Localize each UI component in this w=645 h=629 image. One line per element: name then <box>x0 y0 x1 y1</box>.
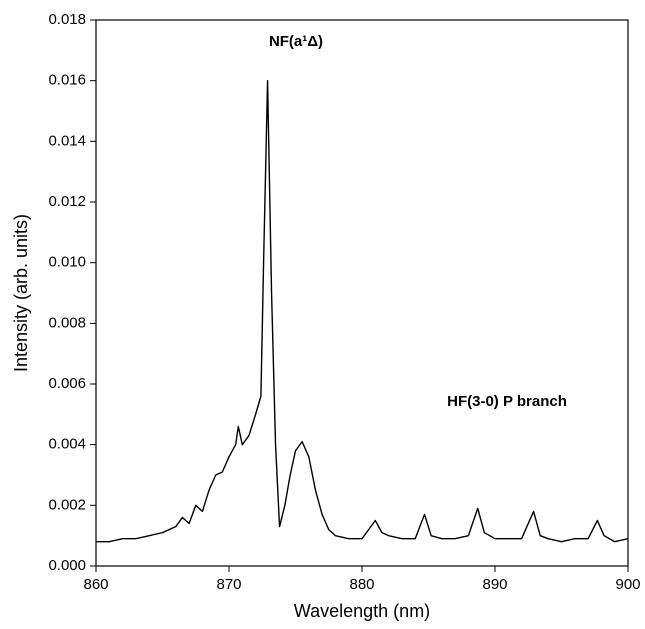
y-tick-label: 0.018 <box>48 11 86 28</box>
x-tick-label: 900 <box>615 576 640 593</box>
annotation: HF(3-0) P branch <box>447 393 567 410</box>
x-tick-label: 860 <box>83 576 108 593</box>
y-tick-label: 0.008 <box>48 314 86 331</box>
plot-frame <box>95 19 629 567</box>
y-tick-label: 0.004 <box>48 436 86 453</box>
x-tick-label: 890 <box>482 576 507 593</box>
x-axis-label: Wavelength (nm) <box>294 601 430 621</box>
y-tick-label: 0.016 <box>48 72 86 89</box>
y-tick-label: 0.002 <box>48 496 86 513</box>
y-tick-label: 0.000 <box>48 557 86 574</box>
y-axis-label: Intensity (arb. units) <box>11 214 31 372</box>
x-tick-label: 870 <box>216 576 241 593</box>
y-tick-label: 0.012 <box>48 193 86 210</box>
annotation: NF(a¹Δ) <box>269 33 323 50</box>
y-tick-label: 0.006 <box>48 375 86 392</box>
y-tick-label: 0.014 <box>48 132 86 149</box>
y-tick-label: 0.010 <box>48 254 86 271</box>
spectrum-line <box>96 79 629 543</box>
x-tick-label: 880 <box>349 576 374 593</box>
